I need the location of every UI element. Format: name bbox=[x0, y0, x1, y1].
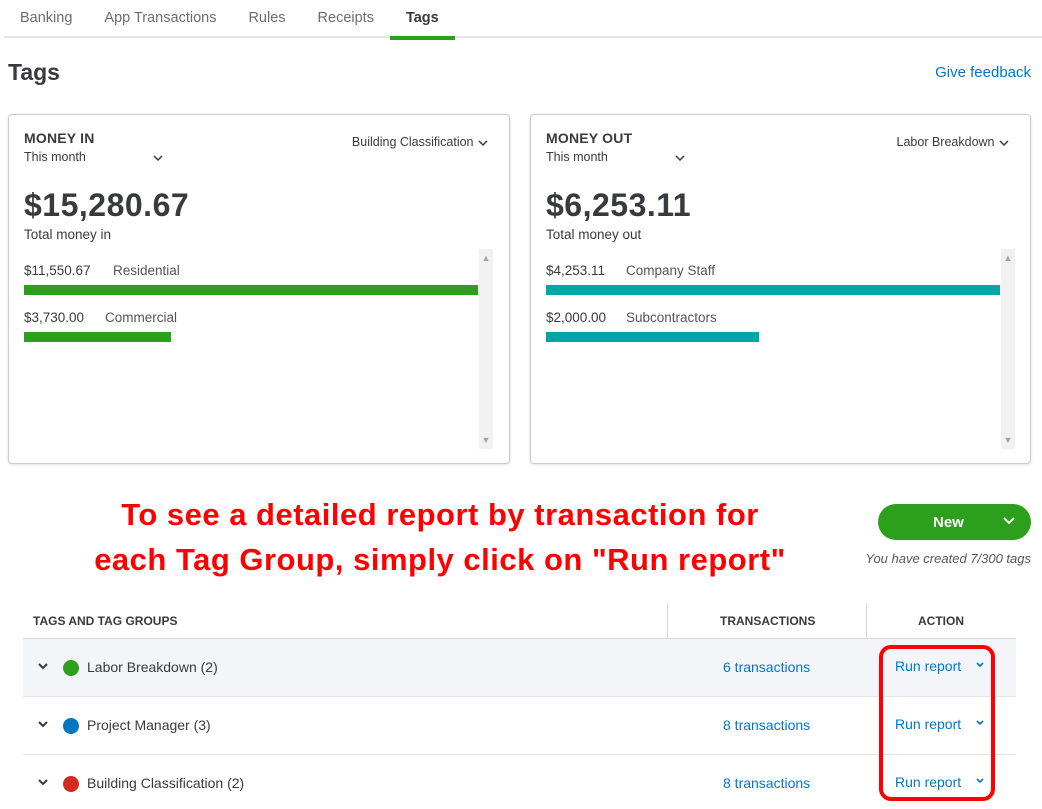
tab-app-transactions[interactable]: App Transactions bbox=[104, 10, 217, 26]
chevron-down-icon bbox=[477, 135, 489, 149]
breakdown-name: Subcontractors bbox=[626, 310, 717, 325]
period-label: This month bbox=[24, 150, 86, 164]
table-row: Labor Breakdown (2) 6 transactions Run r… bbox=[23, 639, 1016, 697]
money-out-period-dropdown[interactable]: This month bbox=[546, 150, 686, 168]
annotation-line: each Tag Group, simply click on "Run rep… bbox=[94, 542, 786, 577]
period-label: This month bbox=[546, 150, 608, 164]
table-header: TAGS AND TAG GROUPS TRANSACTIONS ACTION bbox=[23, 603, 1016, 639]
tag-group-name: Project Manager (3) bbox=[87, 717, 211, 733]
breakdown-row[interactable]: $3,730.00 Commercial bbox=[24, 296, 478, 343]
tag-group-name: Building Classification (2) bbox=[87, 775, 245, 791]
annotation-line: To see a detailed report by transaction … bbox=[121, 497, 759, 532]
breakdown-name: Residential bbox=[113, 263, 180, 278]
money-in-breakdown: $11,550.67 Residential $3,730.00 Commerc… bbox=[24, 249, 478, 449]
money-in-period-dropdown[interactable]: This month bbox=[24, 150, 164, 168]
tab-rules[interactable]: Rules bbox=[248, 10, 286, 26]
breakdown-bar bbox=[24, 332, 171, 342]
transactions-link[interactable]: 8 transactions bbox=[723, 717, 811, 733]
chevron-down-icon bbox=[152, 150, 164, 164]
breakdown-amount: $2,000.00 bbox=[546, 310, 607, 325]
chevron-down-icon[interactable] bbox=[37, 775, 49, 793]
table-row: Project Manager (3) 8 transactions Run r… bbox=[23, 697, 1016, 755]
scroll-down-icon[interactable]: ▼ bbox=[1003, 435, 1013, 445]
chevron-down-icon[interactable] bbox=[37, 659, 49, 677]
chevron-down-icon[interactable] bbox=[37, 717, 49, 735]
breakdown-bar bbox=[546, 332, 759, 342]
page-title: Tags bbox=[8, 59, 60, 85]
run-report-button[interactable]: Run report bbox=[895, 774, 962, 790]
column-divider bbox=[866, 603, 867, 639]
money-in-tag-group-dropdown[interactable]: Building Classification bbox=[352, 135, 489, 149]
breakdown-amount: $11,550.67 bbox=[24, 263, 91, 278]
tag-count-text: You have created 7/300 tags bbox=[865, 551, 1031, 566]
tags-table: TAGS AND TAG GROUPS TRANSACTIONS ACTION … bbox=[23, 603, 1016, 809]
tag-group-label: Labor Breakdown bbox=[896, 135, 995, 149]
new-button-label: New bbox=[933, 514, 964, 531]
scrollbar[interactable]: ▲ ▼ bbox=[1001, 249, 1015, 449]
breakdown-amount: $3,730.00 bbox=[24, 310, 85, 325]
breakdown-row[interactable]: $2,000.00 Subcontractors bbox=[546, 296, 1000, 343]
tab-receipts[interactable]: Receipts bbox=[317, 10, 374, 26]
money-out-total-amount: $6,253.11 bbox=[546, 187, 692, 223]
money-in-total-label: Total money in bbox=[24, 227, 112, 242]
breakdown-bar bbox=[24, 285, 478, 295]
tab-banking[interactable]: Banking bbox=[20, 10, 73, 26]
give-feedback-link[interactable]: Give feedback bbox=[935, 64, 1031, 81]
column-divider bbox=[667, 603, 668, 639]
breakdown-name: Commercial bbox=[105, 310, 178, 325]
column-header-action: ACTION bbox=[918, 614, 964, 628]
money-out-breakdown: $4,253.11 Company Staff $2,000.00 Subcon… bbox=[546, 249, 1000, 449]
chevron-down-icon bbox=[998, 135, 1010, 149]
money-out-label: MONEY OUT bbox=[546, 130, 633, 146]
transactions-link[interactable]: 6 transactions bbox=[723, 659, 811, 675]
transactions-link[interactable]: 8 transactions bbox=[723, 775, 811, 791]
tag-group-name: Labor Breakdown (2) bbox=[87, 659, 218, 675]
tag-color-dot bbox=[63, 660, 79, 676]
scrollbar[interactable]: ▲ ▼ bbox=[479, 249, 493, 449]
money-in-card: MONEY IN This month Building Classificat… bbox=[8, 114, 510, 464]
breakdown-name: Company Staff bbox=[626, 263, 716, 278]
chevron-down-icon[interactable] bbox=[974, 774, 986, 792]
run-report-button[interactable]: Run report bbox=[895, 716, 962, 732]
tab-tags[interactable]: Tags bbox=[389, 0, 455, 40]
chevron-down-icon[interactable] bbox=[1000, 512, 1018, 535]
tag-group-label: Building Classification bbox=[351, 135, 474, 149]
breakdown-bar bbox=[546, 285, 1000, 295]
breakdown-amount: $4,253.11 bbox=[546, 263, 606, 278]
money-out-tag-group-dropdown[interactable]: Labor Breakdown bbox=[897, 135, 1010, 149]
table-row: Building Classification (2) 8 transactio… bbox=[23, 755, 1016, 809]
chevron-down-icon bbox=[674, 150, 686, 164]
money-out-card: MONEY OUT This month Labor Breakdown $6,… bbox=[530, 114, 1031, 464]
money-in-label: MONEY IN bbox=[24, 130, 95, 146]
breakdown-row[interactable]: $11,550.67 Residential bbox=[24, 249, 478, 296]
money-out-total-label: Total money out bbox=[546, 227, 642, 242]
scroll-up-icon[interactable]: ▲ bbox=[481, 253, 491, 263]
money-in-total-amount: $15,280.67 bbox=[24, 187, 190, 223]
column-header-tags: TAGS AND TAG GROUPS bbox=[33, 614, 178, 628]
top-tabs: Banking App Transactions Rules Receipts … bbox=[4, 0, 1042, 40]
new-tag-button[interactable]: New bbox=[878, 504, 1031, 540]
chevron-down-icon[interactable] bbox=[974, 716, 986, 734]
run-report-button[interactable]: Run report bbox=[895, 658, 962, 674]
tag-color-dot bbox=[63, 718, 79, 734]
instruction-annotation: To see a detailed report by transaction … bbox=[20, 492, 860, 582]
breakdown-row[interactable]: $4,253.11 Company Staff bbox=[546, 249, 1000, 296]
tag-color-dot bbox=[63, 776, 79, 792]
scroll-down-icon[interactable]: ▼ bbox=[481, 435, 491, 445]
annotation-highlight-box bbox=[879, 645, 995, 801]
chevron-down-icon[interactable] bbox=[974, 658, 986, 676]
scroll-up-icon[interactable]: ▲ bbox=[1003, 253, 1013, 263]
column-header-transactions: TRANSACTIONS bbox=[720, 614, 816, 628]
